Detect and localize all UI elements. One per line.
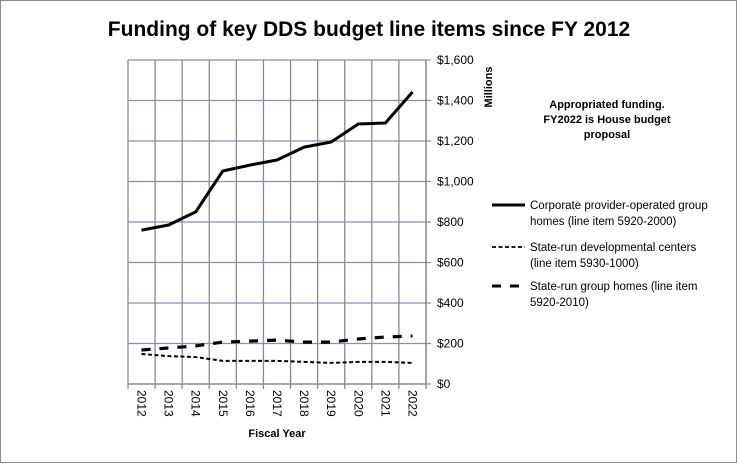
chart-annotation: Appropriated funding. FY2022 is House bu… xyxy=(543,99,670,141)
x-axis-ticks: 2012 2013 2014 2015 2016 2017 2018 2019 2020 2021… xyxy=(135,390,420,417)
y-axis-label: Millions xyxy=(483,67,495,108)
y-tick-label: $1,000 xyxy=(437,175,474,189)
x-tick-label: 2022 xyxy=(405,390,419,417)
x-tick-label: 2020 xyxy=(351,390,365,417)
x-tick-label: 2015 xyxy=(216,390,230,417)
y-tick-label: $0 xyxy=(437,377,451,391)
legend-label: 5920-2010) xyxy=(530,297,589,309)
legend-label: Corporate provider-operated group xyxy=(530,200,708,212)
legend-label: State-run group homes (line item xyxy=(530,281,697,293)
legend-item-developmental-centers: State-run developmental centers (line it… xyxy=(492,242,696,270)
x-axis-label: Fiscal Year xyxy=(248,428,306,440)
y-tick-label: $1,200 xyxy=(437,134,474,148)
legend-label: (line item 5930-1000) xyxy=(530,258,639,270)
y-tick-label: $1,600 xyxy=(437,53,474,67)
y-tick-label: $600 xyxy=(437,256,464,270)
x-tick-label: 2013 xyxy=(162,390,176,417)
y-tick-label: $800 xyxy=(437,215,464,229)
legend-item-state-group-homes: State-run group homes (line item 5920-20… xyxy=(492,281,697,309)
x-tick-label: 2019 xyxy=(324,390,338,417)
legend-item-corporate-group-homes: Corporate provider-operated group homes … xyxy=(492,200,708,228)
y-tick-label: $200 xyxy=(437,337,464,351)
chart-title: Funding of key DDS budget line items sin… xyxy=(108,18,630,41)
y-tick-label: $1,400 xyxy=(437,94,474,108)
y-axis-ticks: $0 $200 $400 $600 $800 $1,000 $1,200 $1,400 $1,6… xyxy=(437,53,474,391)
x-tick-label: 2012 xyxy=(135,390,149,417)
legend: Corporate provider-operated group homes … xyxy=(492,200,708,309)
annotation-line: proposal xyxy=(584,129,630,141)
legend-label: homes (line item 5920-2000) xyxy=(530,216,677,228)
gridlines xyxy=(128,60,431,389)
legend-label: State-run developmental centers xyxy=(530,242,696,254)
x-tick-label: 2016 xyxy=(243,390,257,417)
y-tick-label: $400 xyxy=(437,296,464,310)
x-tick-label: 2021 xyxy=(378,390,392,417)
annotation-line: Appropriated funding. xyxy=(549,99,664,111)
x-tick-label: 2014 xyxy=(189,390,203,417)
annotation-line: FY2022 is House budget xyxy=(543,114,670,126)
x-tick-label: 2018 xyxy=(297,390,311,417)
x-tick-label: 2017 xyxy=(270,390,284,417)
